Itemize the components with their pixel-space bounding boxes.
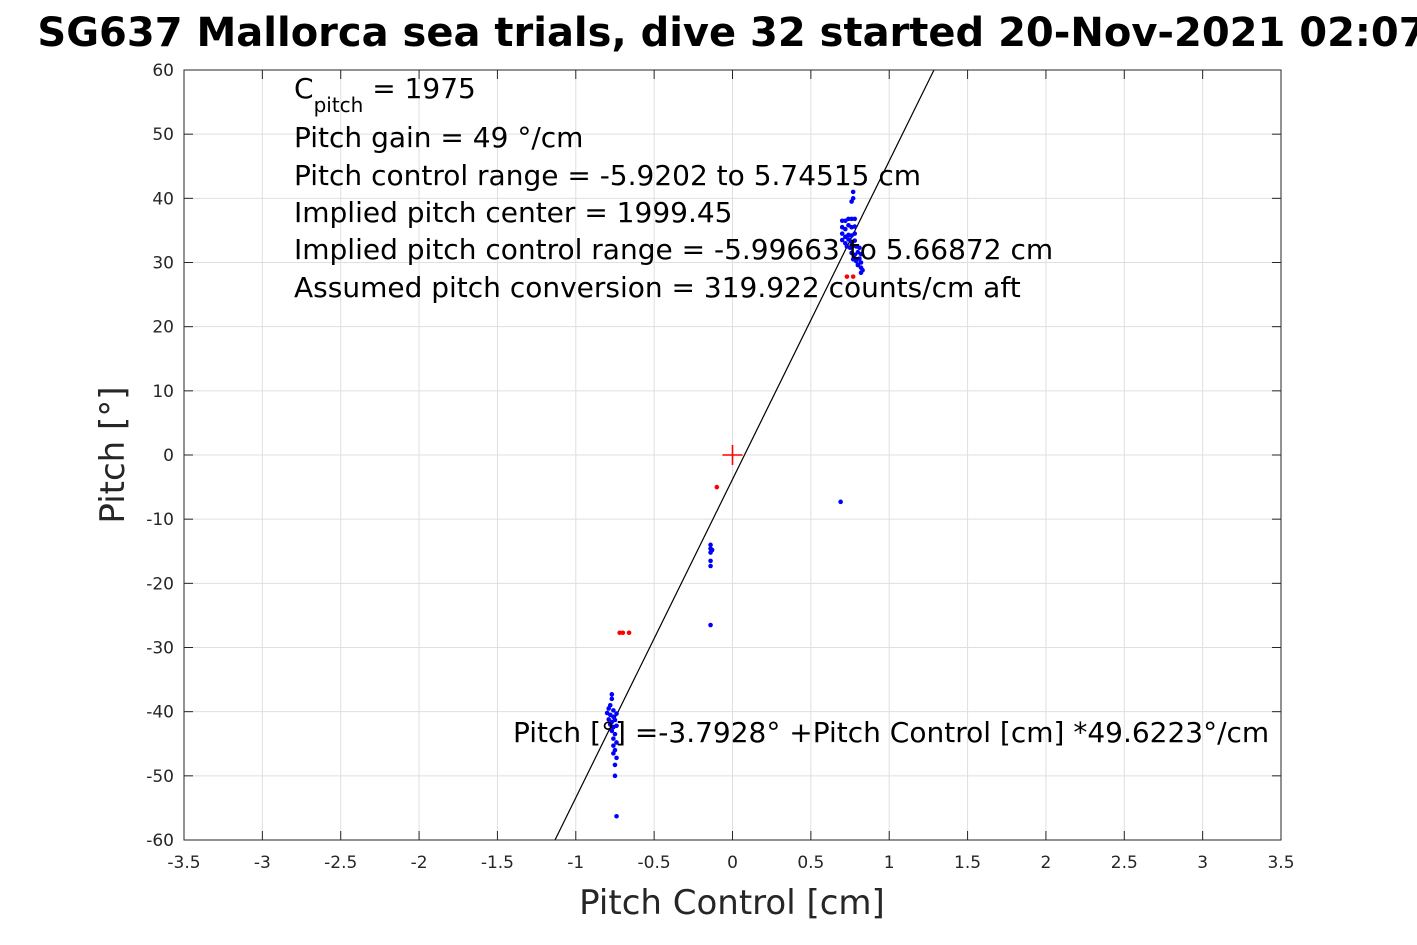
data-points — [604, 189, 865, 819]
blue-data-point — [857, 256, 862, 261]
x-tick-label: 0.5 — [797, 853, 824, 873]
blue-data-point — [609, 696, 615, 702]
blue-data-point — [609, 692, 615, 697]
annotation-cpitch-value: = 1975 — [363, 72, 476, 105]
blue-data-point — [858, 251, 864, 257]
y-tick-label: -60 — [146, 831, 174, 851]
x-tick-label: 3.5 — [1267, 853, 1294, 873]
y-tick-label: -30 — [146, 639, 174, 659]
red-data-point — [620, 630, 626, 636]
blue-data-point — [708, 542, 713, 548]
blue-data-point — [606, 706, 611, 711]
blue-data-point — [846, 237, 851, 242]
blue-data-point — [843, 226, 848, 232]
y-tick-label: 30 — [152, 254, 174, 274]
x-tick-label: 2.5 — [1111, 853, 1138, 873]
blue-data-point — [611, 708, 616, 713]
y-axis-label: Pitch [°] — [93, 386, 133, 523]
blue-data-point — [708, 558, 713, 564]
x-tick-label: 1.5 — [954, 853, 981, 873]
blue-data-point — [614, 711, 619, 716]
y-tick-label: 0 — [163, 446, 174, 466]
blue-data-point — [708, 563, 713, 569]
blue-data-point — [708, 622, 713, 628]
x-tick-label: -3.5 — [167, 853, 200, 873]
annotation-cpitch-subscript: pitch — [314, 93, 364, 117]
blue-data-point — [612, 717, 618, 723]
blue-data-point — [839, 231, 845, 236]
blue-data-point — [852, 216, 858, 222]
blue-data-point — [852, 252, 858, 258]
y-tick-label: 50 — [152, 125, 174, 145]
annotation-range: Pitch control range = -5.9202 to 5.74515… — [294, 159, 921, 192]
annotation-cpitch: Cpitch = 1975 — [294, 72, 476, 117]
y-tick-label: -10 — [146, 510, 174, 530]
chart-title: SG637 Mallorca sea trials, dive 32 start… — [37, 10, 1417, 56]
x-tick-label: -2.5 — [324, 853, 357, 873]
blue-data-point — [854, 258, 859, 264]
x-tick-label: -0.5 — [638, 853, 671, 873]
blue-data-point — [849, 199, 854, 204]
x-tick-label: 0 — [727, 853, 738, 873]
blue-data-point — [857, 245, 862, 251]
blue-data-point — [838, 499, 843, 505]
blue-data-point — [607, 722, 613, 727]
blue-data-point — [709, 547, 715, 553]
y-tick-label: 20 — [152, 318, 174, 338]
blue-data-point — [612, 731, 618, 737]
x-tick-label: 3 — [1197, 853, 1208, 873]
blue-data-point — [612, 762, 618, 768]
blue-data-point — [612, 773, 618, 779]
axis-ticks: -3.5 -3 -2.5 -2 -1.5 -1 -0.5 0 0.5 1 1.5 2 2.5 3 3.5 -6… — [146, 61, 1294, 873]
x-tick-label: -3 — [254, 853, 271, 873]
origin-marker-group — [722, 445, 743, 465]
red-data-point — [844, 274, 850, 279]
annotation-fit-equation: Pitch [°] =-3.7928° +Pitch Control [cm] … — [513, 716, 1269, 749]
y-tick-label: 10 — [152, 382, 174, 402]
x-tick-label: 1 — [884, 853, 895, 873]
red-data-point — [850, 274, 856, 279]
blue-data-point — [858, 270, 864, 276]
y-tick-label: -40 — [146, 703, 174, 723]
blue-data-point — [852, 231, 858, 236]
x-tick-label: 2 — [1041, 853, 1052, 873]
red-data-point — [626, 630, 632, 636]
fit-line-group — [554, 70, 935, 840]
blue-data-point — [611, 736, 616, 741]
blue-data-point — [614, 740, 619, 745]
blue-data-point — [858, 260, 864, 265]
y-tick-label: 60 — [152, 61, 174, 81]
annotation-cpitch-symbol: C — [294, 72, 314, 105]
blue-data-point — [611, 751, 616, 756]
blue-data-point — [855, 262, 861, 268]
x-axis-label: Pitch Control [cm] — [579, 883, 885, 923]
annotation-gain: Pitch gain = 49 °/cm — [294, 121, 583, 154]
blue-data-point — [850, 189, 856, 195]
annotation-implied-range: Implied pitch control range = -5.99663 t… — [294, 233, 1053, 266]
y-tick-label: -20 — [146, 574, 174, 594]
blue-data-point — [614, 723, 619, 729]
x-tick-label: -1.5 — [481, 853, 514, 873]
blue-data-point — [839, 237, 845, 243]
blue-data-point — [609, 728, 615, 734]
fit-line — [554, 70, 935, 840]
y-tick-label: 40 — [152, 189, 174, 209]
blue-data-point — [852, 238, 858, 243]
x-tick-label: -1 — [567, 853, 584, 873]
blue-data-point — [614, 755, 619, 761]
y-tick-label: -50 — [146, 767, 174, 787]
blue-data-point — [852, 224, 858, 229]
blue-data-point — [614, 813, 619, 819]
blue-data-point — [606, 717, 611, 722]
blue-data-point — [611, 743, 616, 748]
x-tick-label: -2 — [411, 853, 428, 873]
red-data-point — [714, 484, 720, 490]
annotation-center: Implied pitch center = 1999.45 — [294, 196, 732, 229]
annotation-conversion: Assumed pitch conversion = 319.922 count… — [294, 271, 1021, 304]
